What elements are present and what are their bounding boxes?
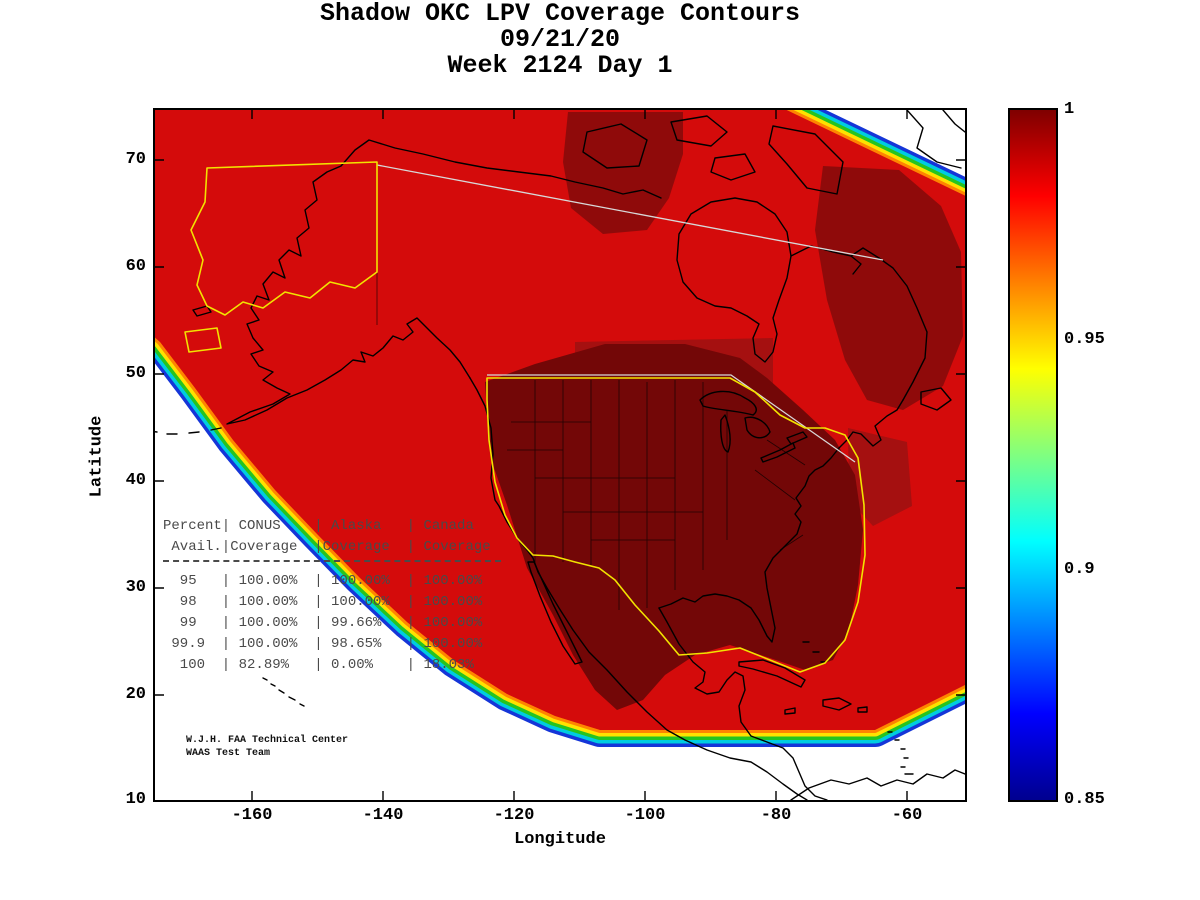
y-axis-label: Latitude bbox=[87, 415, 107, 498]
yellow-boundaries bbox=[184, 161, 866, 673]
credit-annotation: W.J.H. FAA Technical Center WAAS Test Te… bbox=[186, 734, 348, 760]
x-axis-label: Longitude bbox=[514, 830, 606, 849]
plot-area bbox=[153, 108, 967, 802]
y-tick-30: 30 bbox=[125, 578, 146, 597]
service-volume-lines bbox=[376, 164, 884, 463]
x-tick-80: -80 bbox=[760, 806, 792, 825]
colorbar-tick-095: 0.95 bbox=[1064, 330, 1105, 349]
y-tick-60: 60 bbox=[125, 257, 146, 276]
title-line-3: Week 2124 Day 1 bbox=[447, 51, 673, 80]
axis-ticks bbox=[155, 110, 965, 800]
aleutian-boundary-box bbox=[184, 327, 222, 353]
title-line-2: 09/21/20 bbox=[499, 25, 621, 54]
x-tick-160: -160 bbox=[231, 806, 273, 825]
coverage-map bbox=[155, 110, 965, 800]
y-tick-40: 40 bbox=[125, 471, 146, 490]
alaska-boundary-outline bbox=[190, 161, 378, 316]
x-tick-120: -120 bbox=[493, 806, 535, 825]
conus-boundary-outline bbox=[486, 377, 866, 673]
coastlines bbox=[155, 110, 965, 800]
chart-title: Shadow OKC LPV Coverage Contours 09/21/2… bbox=[155, 1, 965, 79]
colorbar bbox=[1008, 108, 1058, 802]
colorbar-tick-085: 0.85 bbox=[1064, 790, 1105, 809]
credit-line-1: W.J.H. FAA Technical Center bbox=[186, 735, 349, 746]
table-header-row: Percent| CONUS | Alaska | Canada bbox=[163, 518, 474, 534]
table-divider bbox=[163, 560, 501, 571]
y-tick-50: 50 bbox=[125, 364, 146, 383]
conus-max-coverage-region bbox=[485, 344, 863, 710]
title-line-1: Shadow OKC LPV Coverage Contours bbox=[319, 0, 801, 28]
x-tick-60: -60 bbox=[891, 806, 923, 825]
credit-line-2: WAAS Test Team bbox=[186, 748, 271, 759]
table-row: 98 | 100.00% | 100.00% | 100.00% bbox=[163, 594, 483, 610]
y-tick-10: 10 bbox=[125, 790, 146, 809]
table-header-row: Avail.|Coverage |Coverage | Coverage bbox=[163, 539, 491, 555]
coverage-table: Percent| CONUS | Alaska | Canada Avail.|… bbox=[163, 516, 501, 676]
table-row: 95 | 100.00% | 100.00% | 100.00% bbox=[163, 573, 483, 589]
table-row: 99 | 100.00% | 99.66% | 100.00% bbox=[163, 615, 483, 631]
x-tick-100: -100 bbox=[624, 806, 666, 825]
y-tick-70: 70 bbox=[125, 150, 146, 169]
colorbar-tick-09: 0.9 bbox=[1064, 560, 1095, 579]
table-row: 100 | 82.89% | 0.00% | 18.03% bbox=[163, 657, 474, 673]
x-tick-140: -140 bbox=[362, 806, 404, 825]
y-tick-20: 20 bbox=[125, 685, 146, 704]
table-row: 99.9 | 100.00% | 98.65% | 100.00% bbox=[163, 636, 483, 652]
colorbar-tick-1: 1 bbox=[1064, 100, 1075, 119]
